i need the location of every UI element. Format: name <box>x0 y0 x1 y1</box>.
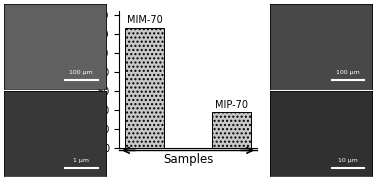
Bar <box>212 112 251 148</box>
X-axis label: Samples: Samples <box>163 153 213 166</box>
Text: 1 μm: 1 μm <box>73 158 89 163</box>
Text: MIP-70: MIP-70 <box>215 100 248 110</box>
Text: 100 μm: 100 μm <box>336 70 360 75</box>
Y-axis label: Adsorbed HRP (mg g⁻¹): Adsorbed HRP (mg g⁻¹) <box>75 22 85 136</box>
Text: 100 μm: 100 μm <box>70 70 93 75</box>
Text: MIM-70: MIM-70 <box>127 15 163 25</box>
Text: 10 μm: 10 μm <box>338 158 358 163</box>
Bar <box>125 28 164 148</box>
